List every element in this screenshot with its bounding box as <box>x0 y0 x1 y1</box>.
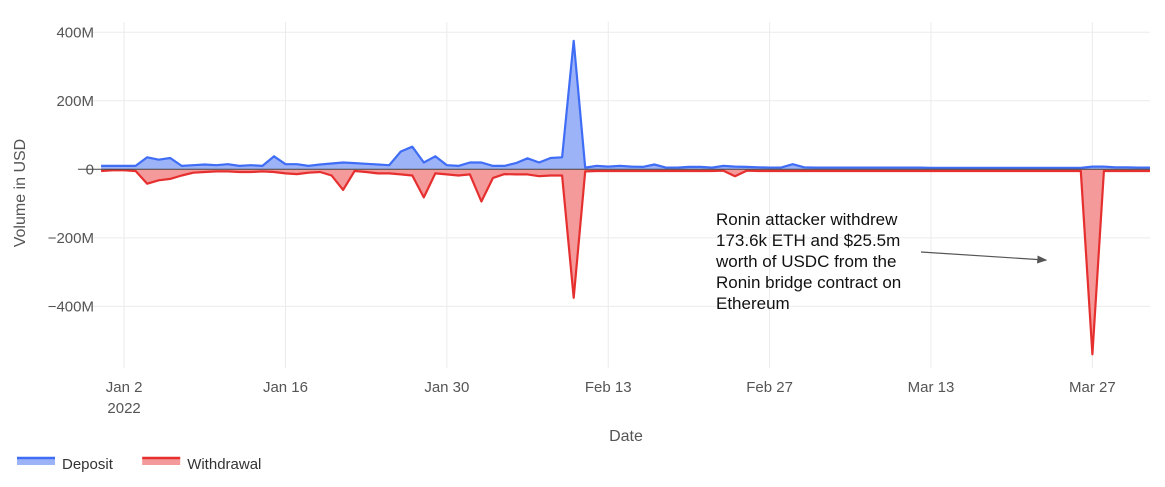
y-tick-label: −200M <box>48 230 94 247</box>
y-axis-title: Volume in USD <box>12 139 29 248</box>
annotation-text-line: Ronin bridge contract on <box>716 273 901 292</box>
x-tick-label: Mar 27 <box>1069 379 1116 396</box>
legend-layer: Deposit Withdrawal <box>17 456 261 473</box>
deposit-legend-label: Deposit <box>62 456 114 473</box>
withdrawal-area <box>101 169 1151 355</box>
deposit-legend-swatch <box>17 458 55 465</box>
annotation-text-line: 173.6k ETH and $25.5m <box>716 231 900 250</box>
annotation-arrow <box>920 251 1048 264</box>
x-tick-label: Feb 27 <box>746 379 793 396</box>
x-tick-label: Feb 13 <box>585 379 632 396</box>
axis-layer: Jan 2 2022 Jan 16 Jan 30 Feb 13 Feb 27 Mar 13 M… <box>12 24 1150 445</box>
y-tick-label: −400M <box>48 298 94 315</box>
withdrawal-legend-label: Withdrawal <box>187 456 261 473</box>
x-tick-label: Jan 30 <box>424 379 469 396</box>
annotation-layer: Ronin attacker withdrew 173.6k ETH and $2… <box>715 210 1048 313</box>
x-tick-label: Jan 2 <box>106 379 143 396</box>
x-tick-label: Mar 13 <box>908 379 955 396</box>
withdrawal-line <box>101 169 1150 356</box>
annotation-text-line: worth of USDC from the <box>715 252 896 271</box>
deposit-area <box>101 40 1151 170</box>
y-tick-label: 400M <box>56 24 94 41</box>
annotation-text-line: Ronin attacker withdrew <box>716 210 898 229</box>
x-axis-title: Date <box>609 428 643 445</box>
deposit-line <box>101 39 1150 169</box>
annotation-text-line: Ethereum <box>716 294 790 313</box>
y-tick-label: 200M <box>56 93 94 110</box>
x-tick-label: Jan 16 <box>263 379 308 396</box>
area-layer <box>101 39 1151 356</box>
x-tick-sublabel: 2022 <box>107 400 140 417</box>
grid-layer <box>78 22 1150 368</box>
withdrawal-legend-swatch <box>142 458 181 465</box>
